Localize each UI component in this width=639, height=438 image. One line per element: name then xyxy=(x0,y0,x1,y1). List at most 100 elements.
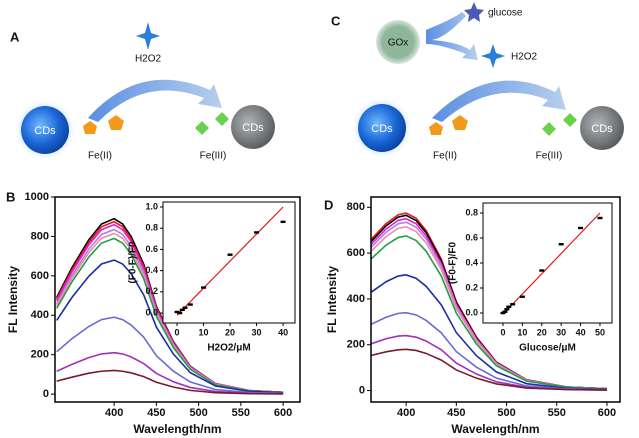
x-tick-label: 40 xyxy=(576,327,586,337)
data-point xyxy=(500,311,506,315)
data-point xyxy=(510,303,516,306)
axes-frame xyxy=(370,196,621,403)
arrow xyxy=(432,80,566,122)
data-point xyxy=(506,305,512,308)
diamond xyxy=(215,112,229,126)
cds-label: CDs xyxy=(34,125,56,137)
x-tick-label: 30 xyxy=(556,327,566,337)
y-axis-label: FL Intensity xyxy=(6,266,20,333)
data-point xyxy=(201,286,207,289)
data-point xyxy=(504,308,510,311)
x-axis-label: H2O2/μM xyxy=(207,343,250,354)
y-tick-label: 0.4 xyxy=(465,257,478,267)
y-tick-label: 0.6 xyxy=(465,232,478,242)
glucose-label: glucose xyxy=(488,8,523,19)
y-axis-label: (F0-F)/F0 xyxy=(128,241,139,284)
plot-area xyxy=(371,212,607,391)
x-tick-label: 10 xyxy=(517,327,527,337)
data-point xyxy=(519,295,525,298)
plot-area xyxy=(174,206,286,316)
y-tick-label: 1000 xyxy=(25,191,49,203)
ion-label: Fe(III) xyxy=(536,151,563,162)
spectrum-line xyxy=(56,369,284,395)
spectrum-line xyxy=(371,274,607,391)
star xyxy=(136,22,160,50)
cds-sphere xyxy=(580,106,624,150)
panel-label: C xyxy=(331,13,341,28)
data-point xyxy=(578,226,584,230)
spectrum-line xyxy=(371,311,607,391)
y-tick-label: 0.2 xyxy=(465,282,478,292)
spectrum-line xyxy=(56,316,284,395)
y-tick-label: 0.6 xyxy=(145,244,158,254)
x-tick-label: 20 xyxy=(537,327,547,337)
y-tick-label: 0 xyxy=(43,388,49,400)
x-tick-label: 550 xyxy=(232,407,250,419)
data-point xyxy=(174,310,180,314)
data-point xyxy=(254,231,260,234)
diamond xyxy=(542,122,556,136)
x-tick-label: 30 xyxy=(252,327,262,337)
data-point xyxy=(179,308,185,312)
x-axis-label: Wavelength/nm xyxy=(451,422,539,436)
pentagon xyxy=(429,122,443,135)
diamond xyxy=(195,121,209,135)
y-axis-label: FL Intensity xyxy=(325,266,339,333)
star xyxy=(481,44,505,68)
x-tick-label: 400 xyxy=(105,407,123,419)
plot-area xyxy=(55,217,284,395)
spectrum-line xyxy=(56,351,284,395)
y-axis-label: (F0-F)/F0 xyxy=(448,241,459,284)
x-axis-label: Glucose/μM xyxy=(519,343,576,354)
x-tick-label: 40 xyxy=(278,327,288,337)
pentagon xyxy=(108,115,124,130)
x-tick-label: 500 xyxy=(497,407,515,419)
axes-frame xyxy=(54,196,301,403)
star xyxy=(464,2,484,22)
cds-label: CDs xyxy=(242,122,264,134)
axes-frame xyxy=(162,201,296,324)
y-tick-label: 0 xyxy=(359,384,365,396)
y-tick-label: 200 xyxy=(31,349,49,361)
spectrum-line xyxy=(55,237,284,394)
cds-sphere xyxy=(21,106,69,154)
cds-sphere xyxy=(358,104,406,152)
spectrum-line xyxy=(371,235,607,390)
x-tick-label: 0 xyxy=(500,327,505,337)
scheme-c: C GOx glucose H2O2 CDs Fe(II) CDs Fe(III… xyxy=(331,2,624,162)
diamond xyxy=(563,113,577,127)
pentagon xyxy=(452,115,468,130)
x-tick-label: 400 xyxy=(397,407,415,419)
y-tick-label: 400 xyxy=(347,293,365,305)
x-tick-label: 10 xyxy=(199,327,209,337)
y-tick-label: 800 xyxy=(347,201,365,213)
spectrum-line xyxy=(56,259,284,394)
x-tick-label: 600 xyxy=(598,407,616,419)
y-tick-label: 600 xyxy=(347,247,365,259)
y-tick-label: 0.2 xyxy=(145,286,158,296)
y-tick-label: 0.4 xyxy=(145,265,158,275)
scheme-a: A H2O2 CDs Fe(II) CDs Fe(III) xyxy=(10,22,275,162)
ion-label: Fe(II) xyxy=(88,151,112,162)
data-point xyxy=(558,243,564,246)
x-tick-label: 550 xyxy=(548,407,566,419)
y-tick-label: 600 xyxy=(31,270,49,282)
x-axis-label: Wavelength/nm xyxy=(133,422,221,436)
data-point xyxy=(182,306,188,309)
data-point xyxy=(227,253,233,256)
x-tick-label: 500 xyxy=(189,407,207,419)
y-tick-label: 0.0 xyxy=(465,307,478,317)
cds-sphere xyxy=(231,105,275,149)
enzyme xyxy=(376,20,420,64)
y-tick-label: 200 xyxy=(347,339,365,351)
y-tick-label: 400 xyxy=(31,309,49,321)
ion-label: Fe(III) xyxy=(200,151,227,162)
panel-label: D xyxy=(324,197,333,212)
data-point xyxy=(187,303,193,306)
cds-label: CDs xyxy=(371,123,393,135)
y-tick-label: 1.0 xyxy=(145,201,158,211)
enzyme-label: GOx xyxy=(388,38,409,49)
y-tick-label: 0.0 xyxy=(145,307,158,317)
data-point xyxy=(539,269,545,272)
